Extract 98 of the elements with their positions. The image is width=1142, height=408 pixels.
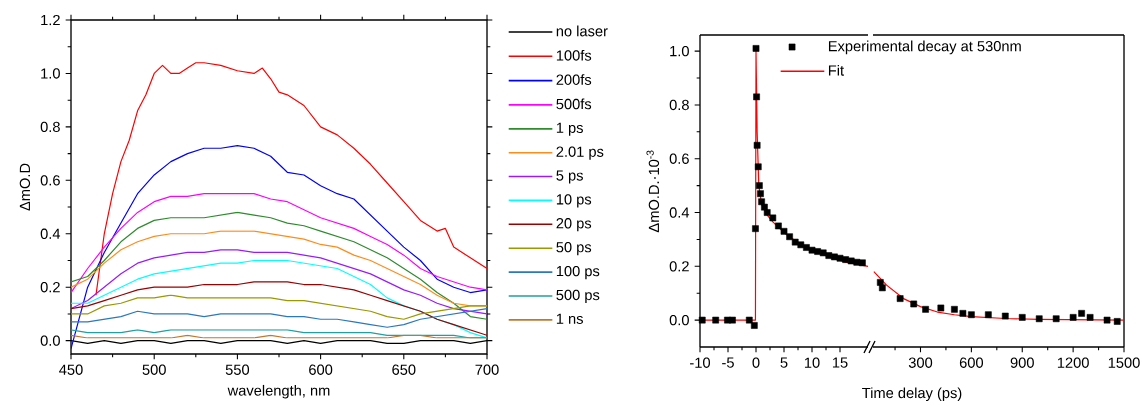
- legend-label: 50 ps: [556, 241, 592, 256]
- x-tick-label: 1200: [1057, 357, 1089, 368]
- point: [1113, 318, 1121, 325]
- point: [750, 322, 758, 329]
- point: [825, 252, 833, 259]
- legend-label: Fit: [828, 64, 844, 76]
- point: [803, 244, 810, 251]
- x-tick-label: 700: [475, 364, 499, 375]
- point: [753, 93, 760, 101]
- point: [819, 249, 827, 257]
- point: [1103, 316, 1111, 324]
- y-tick-label: 0.2: [40, 282, 60, 293]
- x-axis-title: wavelength, nm: [227, 384, 330, 399]
- legend-label: 20 ps: [556, 218, 592, 232]
- y-tick-label: 0.6: [669, 153, 689, 164]
- legend-label: 200fs: [556, 74, 592, 85]
- y-axis-title: ΔmO.D: [19, 163, 31, 211]
- point: [753, 141, 761, 149]
- point: [853, 258, 861, 266]
- x-tick-label: 600: [959, 357, 984, 368]
- x-tick-label: 15: [832, 357, 848, 368]
- point: [1001, 312, 1009, 320]
- point: [780, 228, 788, 235]
- y-tick-label: 1.2: [41, 14, 60, 26]
- point: [959, 310, 967, 317]
- point: [831, 253, 838, 261]
- point: [786, 233, 793, 241]
- y-tick-label: 1.0: [41, 68, 60, 79]
- legend-label: 100fs: [556, 49, 592, 61]
- point: [847, 257, 855, 265]
- point: [1035, 315, 1043, 323]
- x-tick-label: 0: [752, 357, 760, 368]
- line-series: [95, 62, 487, 296]
- point: [1086, 314, 1094, 321]
- point: [791, 238, 799, 246]
- y-tick-label: 0.8: [669, 99, 689, 111]
- x-tick-label: 300: [908, 357, 933, 368]
- y-tick-label: 0.8: [40, 121, 60, 133]
- legend-label: 2.01 ps: [556, 146, 604, 160]
- point: [879, 284, 886, 292]
- legend-label: 100 ps: [556, 265, 600, 280]
- point: [698, 316, 706, 324]
- x-tick-label: 900: [1010, 357, 1034, 368]
- point: [922, 306, 929, 313]
- legend-label: 5 ps: [556, 170, 583, 184]
- point: [896, 295, 904, 302]
- x-tick-label: 550: [225, 364, 250, 375]
- legend-label: Experimental decay at 530nm: [828, 40, 1021, 55]
- x-tick-label: 500: [142, 364, 166, 375]
- x-tick-label: -5: [722, 357, 734, 368]
- legend-label: 500fs: [556, 98, 592, 110]
- point: [797, 241, 805, 249]
- x-tick-label: -10: [690, 357, 711, 368]
- y-tick-label: 0.6: [40, 175, 60, 186]
- point: [808, 246, 816, 254]
- legend-label: 500 ps: [556, 289, 600, 304]
- point: [1018, 314, 1026, 321]
- x-tick-label: 1500: [1108, 357, 1140, 368]
- x-tick-label: 450: [59, 364, 83, 375]
- point: [754, 163, 762, 171]
- y-tick-label: 0.0: [669, 314, 689, 326]
- point: [1052, 315, 1060, 323]
- y-tick-label: 0.2: [669, 261, 689, 272]
- point: [752, 45, 760, 52]
- x-tick-label: 650: [392, 364, 416, 375]
- legend-label: 10 ps: [556, 194, 592, 208]
- point: [758, 198, 765, 206]
- point: [775, 222, 782, 230]
- point: [910, 300, 918, 308]
- x-axis-title: Time delay (ps): [862, 387, 962, 402]
- point: [757, 190, 764, 198]
- point: [937, 304, 945, 312]
- x-tick-label: 5: [780, 357, 788, 368]
- point: [752, 225, 759, 232]
- point: [729, 316, 736, 324]
- point: [745, 316, 753, 324]
- y-axis-title: ΔmO.D.·10$^{-3}$: [646, 150, 660, 233]
- y-tick-label: 0.4: [40, 228, 61, 239]
- legend-label: no laser: [556, 25, 608, 37]
- point: [1069, 314, 1077, 321]
- legend-label: 1 ns: [556, 313, 583, 324]
- point: [968, 311, 975, 319]
- point: [763, 209, 771, 216]
- point: [769, 214, 777, 222]
- legend-label: 1 ps: [556, 122, 583, 136]
- point: [859, 259, 866, 267]
- point: [712, 316, 720, 324]
- point: [951, 306, 958, 313]
- x-tick-label: 10: [804, 357, 820, 368]
- point: [761, 203, 768, 211]
- x-tick-label: 600: [309, 364, 333, 375]
- point: [985, 311, 992, 319]
- point: [1078, 310, 1085, 317]
- y-tick-label: 1.0: [670, 45, 689, 57]
- y-tick-label: 0.0: [40, 335, 60, 346]
- y-tick-label: 0.4: [669, 207, 690, 218]
- point: [756, 182, 763, 189]
- point: [836, 254, 844, 262]
